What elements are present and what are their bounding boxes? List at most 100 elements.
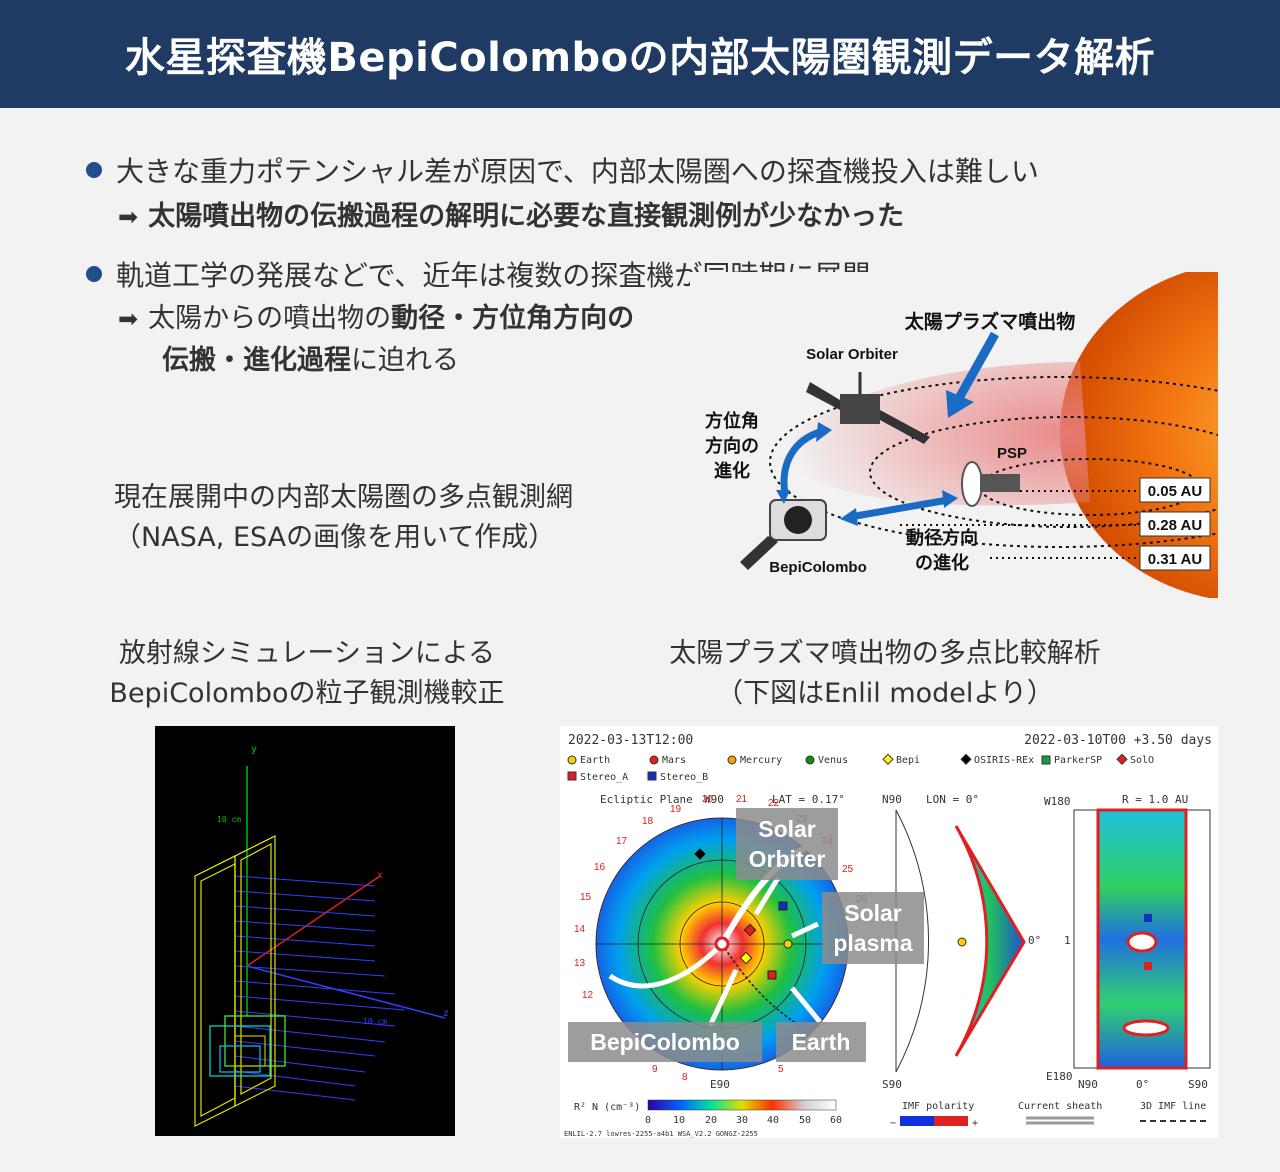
imf3d-label: 3D IMF line xyxy=(1140,1101,1206,1112)
ecliptic-label: Ecliptic Plane xyxy=(600,793,693,806)
bullet-2-sub-d: に迫れる xyxy=(351,345,459,376)
solar-orbiter-tag-line2: Orbiter xyxy=(748,846,826,872)
svg-text:40: 40 xyxy=(767,1115,779,1126)
svg-text:18: 18 xyxy=(642,816,654,827)
solar-orbiter-spacecraft-icon xyxy=(806,372,930,444)
radial-surface-map xyxy=(1073,808,1211,1070)
azimuth-label-2: 方向の xyxy=(705,435,759,457)
network-caption: 現在展開中の内部太陽圏の多点観測網 （NASA, ESAの画像を用いて作成） xyxy=(114,478,573,558)
legend-solo-marker xyxy=(1116,753,1128,765)
pointer-arrows xyxy=(707,876,822,1028)
svg-text:8: 8 xyxy=(682,1072,688,1083)
svg-text:22: 22 xyxy=(768,798,780,809)
legend-mercury-marker xyxy=(727,755,737,765)
sim-scale-label-2: 10 cm xyxy=(363,1017,387,1026)
strip-one: 1 xyxy=(1064,934,1071,947)
legend-stereo-a-marker xyxy=(567,771,577,781)
solar-orbiter-label: Solar Orbiter xyxy=(806,346,898,363)
svg-text:20: 20 xyxy=(705,1115,717,1126)
svg-text:17: 17 xyxy=(616,836,628,847)
bullet-1-sub-text: 太陽噴出物の伝搬過程の解明に必要な直接観測例が少なかった xyxy=(148,201,905,232)
colorbar-ticks: 0 10 20 30 40 50 60 xyxy=(645,1115,842,1126)
svg-text:20: 20 xyxy=(702,794,714,805)
svg-text:5: 5 xyxy=(778,1064,784,1075)
bullet-2-sub-a: 太陽からの噴出物の xyxy=(148,303,392,334)
solar-orbiter-tag: Solar Orbiter xyxy=(736,808,838,880)
strip-n90: N90 xyxy=(1078,1078,1098,1091)
radial-label-1: 動径方向 xyxy=(906,527,978,549)
azimuth-label-3: 進化 xyxy=(714,460,750,482)
svg-text:15: 15 xyxy=(580,892,592,903)
legend-venus-marker xyxy=(805,755,815,765)
bullet-1: 大きな重力ポテンシャル差が原因で、内部太陽圏への探査機投入は難しい xyxy=(86,150,1039,190)
simulation-svg: y x z 10 cm 10 cm xyxy=(155,726,455,1136)
legend-bepi-marker xyxy=(882,753,894,765)
e90-label: E90 xyxy=(710,1078,730,1091)
network-caption-line1: 現在展開中の内部太陽圏の多点観測網 xyxy=(114,482,573,513)
legend-earth-marker xyxy=(567,755,577,765)
enlil-caption: 太陽プラズマ噴出物の多点比較解析 （下図はEnlil modelより） xyxy=(580,634,1190,714)
right-arrow-icon: ➡ xyxy=(118,305,139,333)
legend-mars: Mars xyxy=(662,755,686,766)
solar-plasma-tag-line2: plasma xyxy=(833,930,913,956)
legend-bepi: Bepi xyxy=(896,755,920,766)
azimuth-arrow-icon xyxy=(780,428,822,495)
legend-stereo-b: Stereo_B xyxy=(660,772,708,783)
svg-text:60: 60 xyxy=(830,1115,842,1126)
svg-text:0: 0 xyxy=(645,1115,651,1126)
svg-text:12: 12 xyxy=(582,990,594,1001)
sim-scale-label-1: 10 cm xyxy=(217,815,241,824)
bullet-1-conclusion: ➡ 太陽噴出物の伝搬過程の解明に必要な直接観測例が少なかった xyxy=(118,194,904,233)
bepicolombo-tag-text: BepiColombo xyxy=(590,1029,740,1055)
enlil-legend: Earth Mars Mercury Venus Bepi OSIRIS-REx… xyxy=(567,753,1154,783)
svg-text:14: 14 xyxy=(574,924,586,935)
earth-tag: Earth xyxy=(776,1022,866,1062)
current-sheath-label: Current sheath xyxy=(1018,1101,1102,1112)
svg-text:9: 9 xyxy=(652,1064,658,1075)
plasma-ejecta-label: 太陽プラズマ噴出物 xyxy=(905,310,1076,333)
page-title: 水星探査機BepiColomboの内部太陽圏観測データ解析 xyxy=(124,35,1156,81)
bullet-2-sub-b: 動径・方位角方向の xyxy=(391,303,635,334)
bepicolombo-spacecraft-icon xyxy=(740,499,827,570)
r-label: R = 1.0 AU xyxy=(1122,793,1188,806)
svg-text:13: 13 xyxy=(574,958,586,969)
legend-parker-marker xyxy=(1041,755,1051,765)
imf-minus: − xyxy=(890,1118,896,1129)
colorbar-label: R² N (cm⁻³) xyxy=(574,1102,640,1113)
particle-rays xyxy=(234,875,406,1101)
meridional-lon: LON = 0° xyxy=(926,793,979,806)
meridional-n90: N90 xyxy=(882,793,902,806)
w180-label: W180 xyxy=(1044,795,1071,808)
w90-label: W90 xyxy=(704,793,724,806)
imf-plus: + xyxy=(972,1118,978,1129)
bullet-dot-icon xyxy=(86,266,102,282)
au-label-1: 0.05 AU xyxy=(1148,483,1202,500)
observation-network-svg: 0.05 AU 0.28 AU 0.31 AU 太陽プラズマ噴出物 Solar … xyxy=(690,272,1218,598)
solar-plasma-tag: Solar plasma xyxy=(822,892,924,964)
legend-mars-marker xyxy=(649,755,659,765)
solar-plasma-tag-line1: Solar xyxy=(844,900,902,926)
radial-arrow-icon xyxy=(849,496,949,521)
legend-venus: Venus xyxy=(818,755,848,766)
bullet-2-sub-c: 伝搬・進化過程 xyxy=(162,345,351,376)
strip-s90: S90 xyxy=(1188,1078,1208,1091)
enlil-svg: 2022-03-13T12:00 2022-03-10T00 +3.50 day… xyxy=(560,726,1218,1138)
bullet-2-conclusion-line2: 伝搬・進化過程に迫れる xyxy=(162,338,459,377)
bepicolombo-label: BepiColombo xyxy=(769,559,867,576)
svg-text:19: 19 xyxy=(670,804,682,815)
legend-stereo-b-marker xyxy=(647,771,657,781)
meridional-zero: 0° xyxy=(1028,934,1041,947)
right-arrow-icon: ➡ xyxy=(118,203,139,231)
ecliptic-plane-map xyxy=(595,817,849,1071)
au-label-3: 0.31 AU xyxy=(1148,551,1202,568)
strip-zero: 0° xyxy=(1136,1078,1149,1091)
enlil-caption-line1: 太陽プラズマ噴出物の多点比較解析 xyxy=(669,638,1101,669)
legend-stereo-a: Stereo_A xyxy=(580,772,628,783)
simulation-caption-line1: 放射線シミュレーションによる xyxy=(118,638,496,669)
azimuth-label-1: 方位角 xyxy=(705,410,759,432)
psp-spacecraft-icon xyxy=(961,461,1020,507)
meridional-s90: S90 xyxy=(882,1078,902,1091)
legend-earth: Earth xyxy=(580,755,610,766)
enlil-model-image: 2022-03-13T12:00 2022-03-10T00 +3.50 day… xyxy=(560,726,1218,1138)
svg-text:21: 21 xyxy=(736,794,748,805)
